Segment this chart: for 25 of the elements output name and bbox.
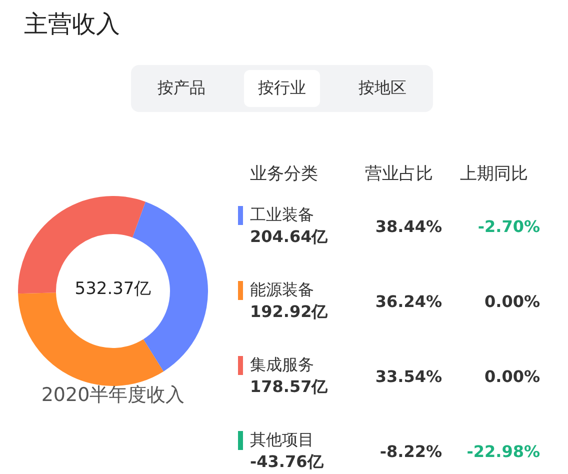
- chart-title: 主营收入: [24, 9, 120, 40]
- legend-label: 集成服务: [250, 355, 314, 376]
- text: -8.22%: [378, 442, 442, 461]
- text: -2.70%: [478, 217, 540, 236]
- legend-label: 能源装备: [250, 280, 314, 301]
- text: 按行业: [244, 70, 320, 107]
- text: -22.98%: [466, 442, 540, 461]
- legend-label: 工业装备: [250, 205, 314, 226]
- text: 0.00%: [484, 367, 540, 386]
- text: 33.54%: [374, 367, 442, 386]
- text: 按产品: [156, 77, 206, 99]
- text: 营业占比: [365, 163, 433, 185]
- data-label: 192.92亿: [250, 302, 328, 323]
- text: 0.00%: [484, 292, 540, 311]
- data-label: 204.64亿: [250, 227, 328, 248]
- text: 36.24%: [374, 292, 442, 311]
- text: 业务分类: [250, 163, 318, 185]
- text: 上期同比: [460, 163, 528, 185]
- text: 532.37亿: [74, 278, 152, 300]
- text: 2020半年度收入: [40, 383, 186, 408]
- text: 按地区: [358, 77, 408, 99]
- text: 其他项目: [250, 430, 314, 451]
- text: -43.76亿: [250, 452, 324, 473]
- data-label: 178.57亿: [250, 377, 328, 398]
- text: 38.44%: [374, 217, 442, 236]
